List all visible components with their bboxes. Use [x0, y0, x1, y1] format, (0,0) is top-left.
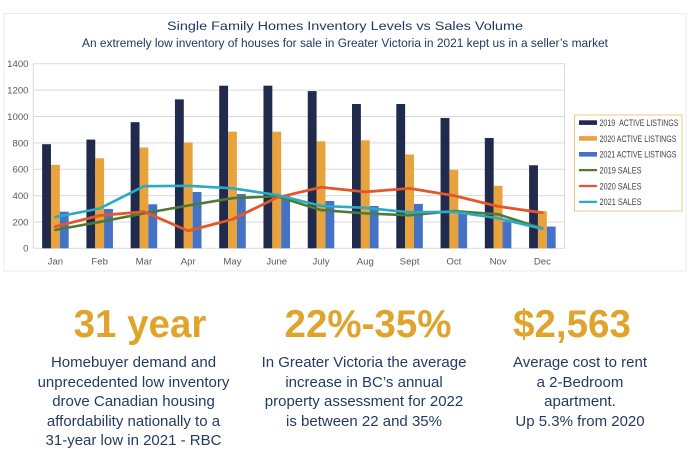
- svg-text:Feb: Feb: [91, 257, 108, 268]
- svg-text:1200: 1200: [7, 86, 28, 97]
- svg-text:1400: 1400: [7, 59, 28, 70]
- svg-text:800: 800: [12, 138, 28, 149]
- svg-text:2019 ACTIVE LISTINGS: 2019 ACTIVE LISTINGS: [600, 118, 679, 128]
- svg-text:Single Family Homes Inventory: Single Family Homes Inventory Levels vs …: [167, 19, 523, 33]
- svg-text:2021 ACTIVE LISTINGS: 2021 ACTIVE LISTINGS: [600, 150, 677, 160]
- svg-text:Apr: Apr: [181, 257, 197, 268]
- svg-text:2020 ACTIVE LISTINGS: 2020 ACTIVE LISTINGS: [600, 134, 677, 144]
- svg-text:Nov: Nov: [490, 257, 507, 268]
- svg-text:2020 SALES: 2020 SALES: [600, 181, 642, 191]
- svg-text:Jan: Jan: [48, 257, 63, 268]
- svg-text:200: 200: [12, 217, 28, 228]
- svg-text:Dec: Dec: [534, 257, 551, 268]
- svg-text:1000: 1000: [7, 112, 28, 123]
- svg-text:Mar: Mar: [136, 257, 153, 268]
- svg-text:Oct: Oct: [446, 257, 461, 268]
- svg-text:400: 400: [12, 191, 28, 202]
- svg-text:An extremely low inventory of: An extremely low inventory of houses for…: [82, 36, 609, 50]
- svg-text:2021 SALES: 2021 SALES: [600, 197, 642, 207]
- svg-text:600: 600: [12, 165, 28, 176]
- svg-text:May: May: [223, 257, 241, 268]
- svg-text:Aug: Aug: [357, 257, 374, 268]
- svg-text:2019 SALES: 2019 SALES: [600, 165, 642, 175]
- svg-text:June: June: [266, 257, 287, 268]
- svg-text:0: 0: [23, 244, 28, 255]
- svg-text:July: July: [312, 257, 329, 268]
- svg-text:Sept: Sept: [400, 257, 420, 268]
